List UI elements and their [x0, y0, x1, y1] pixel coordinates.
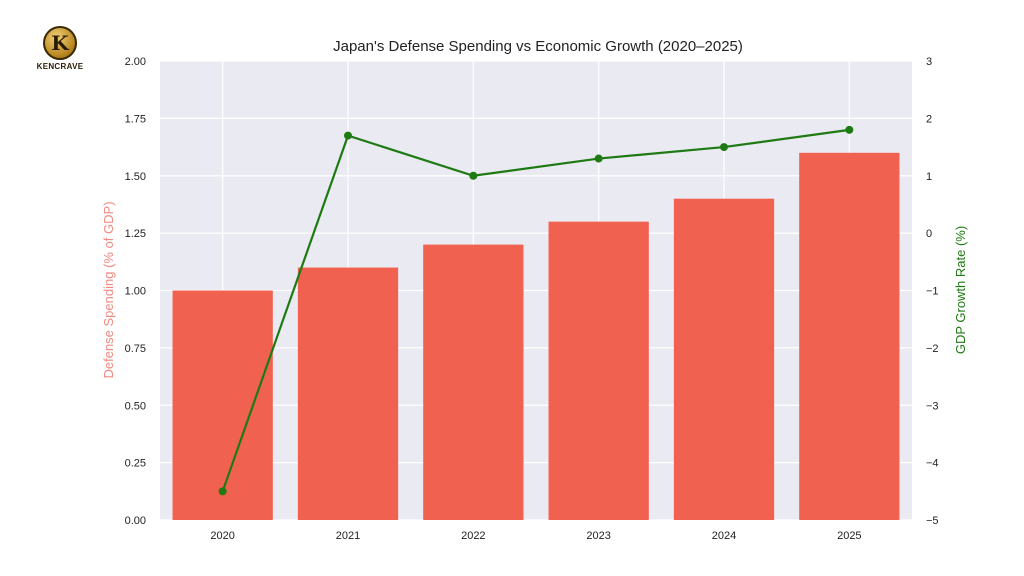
left-tick-label: 0.50 [125, 400, 146, 412]
x-tick-label: 2020 [210, 530, 234, 542]
line-point [594, 154, 603, 163]
line-point [720, 143, 728, 152]
bar [799, 152, 900, 521]
x-tick-label: 2025 [837, 530, 861, 542]
right-tick-label: −1 [926, 286, 939, 298]
left-tick-label: 0.75 [125, 343, 146, 355]
right-axis-label: GDP Growth Rate (%) [953, 226, 968, 354]
chart-title: Japan's Defense Spending vs Economic Gro… [333, 38, 743, 55]
left-tick-label: 0.25 [125, 458, 146, 470]
line-point [344, 131, 352, 140]
right-tick-label: −4 [926, 458, 939, 470]
right-tick-label: 2 [926, 113, 932, 125]
right-tick-label: −5 [926, 515, 939, 527]
left-tick-label: 0.00 [125, 515, 146, 527]
bar [548, 221, 649, 520]
bar [423, 244, 524, 520]
left-axis-label: Defense Spending (% of GDP) [101, 201, 116, 378]
right-tick-label: 3 [926, 56, 932, 68]
right-tick-label: −3 [926, 400, 939, 412]
x-tick-label: 2023 [586, 530, 610, 542]
left-tick-label: 1.50 [125, 171, 146, 183]
left-axis-ticks: 0.00 0.25 0.50 0.75 1.00 1.25 1.50 1.75 2.00 [125, 56, 146, 527]
line-point [469, 171, 478, 180]
bar-series [172, 152, 900, 521]
left-tick-label: 1.00 [125, 286, 146, 298]
line-point [845, 125, 854, 134]
bar [297, 267, 399, 520]
right-tick-label: −2 [926, 343, 939, 355]
x-tick-label: 2021 [336, 530, 360, 542]
right-tick-label: 0 [926, 228, 932, 240]
x-axis-ticks: 2020 2021 2022 2023 2024 2025 [210, 530, 861, 542]
x-tick-label: 2024 [712, 530, 736, 542]
logo-text: KENCRAVE [36, 62, 84, 71]
right-axis-ticks: −5 −4 −3 −2 −1 0 1 2 3 [926, 56, 939, 527]
bar [673, 198, 775, 520]
line-path [221, 128, 850, 492]
left-tick-label: 1.25 [125, 228, 146, 240]
brand-logo: K KENCRAVE [30, 26, 90, 71]
bar [172, 290, 273, 520]
line-series [218, 125, 854, 496]
logo-letter: K [51, 31, 69, 55]
right-tick-label: 1 [926, 171, 932, 183]
left-tick-label: 1.75 [125, 113, 146, 125]
left-tick-label: 2.00 [125, 56, 146, 68]
x-tick-label: 2022 [461, 530, 485, 542]
logo-coin-icon: K [43, 26, 77, 60]
line-point [218, 487, 227, 496]
